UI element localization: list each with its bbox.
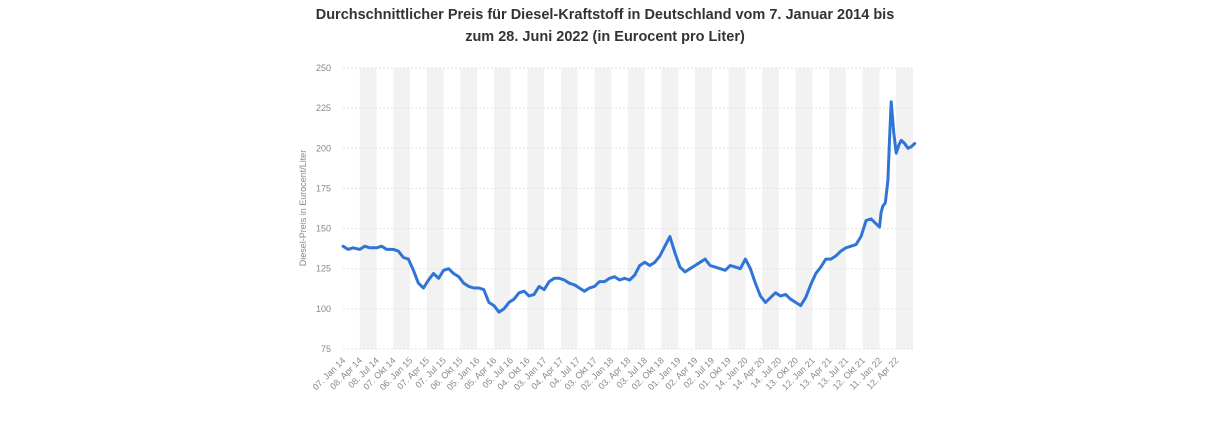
background-band	[493, 68, 511, 349]
background-band	[628, 68, 645, 349]
y-tick-label: 150	[316, 224, 331, 234]
chart-title-line-1: Durchschnittlicher Preis für Diesel-Kraf…	[315, 7, 895, 23]
background-band	[762, 68, 779, 349]
y-tick-label: 75	[321, 344, 331, 354]
background-band	[393, 68, 411, 349]
y-tick-label: 125	[316, 264, 331, 274]
background-band	[426, 68, 444, 349]
y-tick-label: 250	[316, 63, 331, 73]
y-tick-label: 225	[316, 103, 331, 113]
y-axis-label: Diesel-Preis in Eurocent/Liter	[298, 150, 308, 267]
background-band	[594, 68, 612, 349]
background-band	[695, 68, 712, 349]
background-band	[527, 68, 545, 349]
gridlines	[343, 67, 913, 350]
y-tick-label: 100	[316, 304, 331, 314]
chart-title: Durchschnittlicher Preis für Diesel-Kraf…	[0, 4, 1210, 48]
background-band	[728, 68, 746, 349]
background-band	[359, 68, 377, 349]
background-band	[829, 68, 846, 349]
chart-title-line-2: zum 28. Juni 2022 (in Eurocent pro Liter…	[465, 29, 745, 45]
background-band	[460, 68, 478, 349]
y-tick-label: 175	[316, 183, 331, 193]
background-band	[661, 68, 679, 349]
background-band	[862, 68, 880, 349]
y-axis-ticks: 75 100 125 150 175 200 225 250	[316, 63, 331, 354]
background-band	[560, 68, 578, 349]
y-tick-label: 200	[316, 143, 331, 153]
series-line	[341, 100, 917, 314]
background-band	[896, 68, 913, 349]
background-band	[795, 68, 813, 349]
background-bands	[359, 68, 913, 349]
